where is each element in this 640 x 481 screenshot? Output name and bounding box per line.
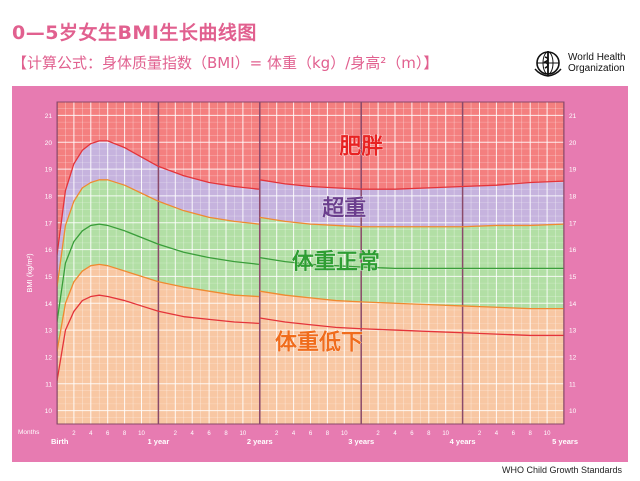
- y-tick-label-right: 19: [569, 167, 577, 174]
- x-tick-label-minor: 10: [138, 431, 145, 437]
- x-tick-label-minor: 8: [326, 431, 330, 437]
- y-tick-label-left: 14: [45, 301, 53, 308]
- curve-upper-seg-1: [259, 179, 564, 190]
- y-tick-label-left: 21: [45, 113, 53, 120]
- y-tick-label-right: 13: [569, 328, 577, 335]
- y-tick-label-right: 11: [569, 381, 576, 388]
- who-logo-text: World Health Organization: [568, 52, 626, 74]
- y-tick-label-right: 15: [569, 274, 577, 281]
- y-tick-label-left: 20: [45, 140, 53, 147]
- y-tick-label-left: 10: [45, 408, 53, 415]
- y-tick-label-left: 15: [45, 274, 53, 281]
- grid: [57, 102, 564, 424]
- y-tick-label-left: 17: [45, 220, 53, 227]
- x-tick-label-minor: 4: [89, 431, 93, 437]
- x-tick-label-major: 4 years: [450, 437, 476, 446]
- curve-lower-seg-1: [259, 317, 564, 337]
- x-tick-label-minor: 4: [495, 431, 499, 437]
- x-tick-label-major: 3 years: [348, 437, 374, 446]
- x-tick-label-minor: 10: [240, 431, 247, 437]
- zone-label: 体重低下: [275, 331, 363, 356]
- curve-middle_upper-seg-1: [259, 216, 564, 228]
- y-tick-label-left: 16: [45, 247, 53, 254]
- y-tick-label-left: 12: [45, 354, 53, 361]
- x-tick-label-minor: 2: [376, 431, 380, 437]
- x-tick-label-minor: 2: [174, 431, 178, 437]
- x-tick-label-major: 1 year: [148, 437, 170, 446]
- zone-label: 体重正常: [292, 249, 380, 275]
- who-logo: World Health Organization: [532, 48, 636, 78]
- x-tick-label-minor: 4: [292, 431, 296, 437]
- x-tick-label-major: 5 years: [552, 437, 578, 446]
- source-credit: WHO Child Growth Standards: [501, 465, 622, 475]
- zone-label: 肥胖: [339, 134, 383, 160]
- plot-area: [57, 102, 564, 424]
- x-tick-label-minor: 10: [341, 431, 348, 437]
- x-tick-label-major: Birth: [51, 437, 69, 446]
- y-axis-title: BMI (kg/m²): [25, 253, 34, 293]
- x-tick-label-minor: 4: [191, 431, 195, 437]
- curve-middle_lower-seg-0: [57, 263, 259, 352]
- x-tick-label-minor: 8: [123, 431, 127, 437]
- y-tick-label-right: 16: [569, 247, 577, 254]
- x-tick-label-minor: 8: [224, 431, 228, 437]
- x-tick-label-minor: 6: [512, 431, 516, 437]
- x-axis-title: Months: [18, 429, 40, 436]
- curve-median-seg-0: [57, 223, 260, 323]
- page-title: 0—5岁女生BMI生长曲线图: [12, 22, 257, 44]
- y-tick-label-right: 10: [569, 408, 577, 415]
- zone-label: 超重: [322, 196, 366, 221]
- y-tick-label-right: 17: [569, 220, 577, 227]
- x-tick-label-minor: 6: [309, 431, 313, 437]
- curve-median-seg-1: [259, 256, 564, 270]
- x-tick-label-minor: 2: [478, 431, 482, 437]
- x-tick-label-minor: 10: [544, 431, 551, 437]
- y-tick-label-left: 11: [45, 381, 52, 388]
- x-tick-label-minor: 8: [529, 431, 533, 437]
- x-tick-label-minor: 2: [275, 431, 279, 437]
- curve-lower-seg-0: [57, 294, 259, 382]
- x-tick-label-minor: 8: [427, 431, 431, 437]
- curve-middle_lower-seg-1: [259, 290, 564, 310]
- y-tick-label-left: 18: [45, 193, 53, 200]
- x-tick-label-minor: 10: [442, 431, 449, 437]
- curve-middle_upper-seg-0: [57, 179, 260, 288]
- plot-border: [56, 101, 565, 425]
- y-tick-label-right: 14: [569, 301, 577, 308]
- x-tick-label-minor: 2: [72, 431, 76, 437]
- x-tick-label-major: 2 years: [247, 437, 273, 446]
- y-tick-label-right: 20: [569, 140, 577, 147]
- formula-subtitle: 【计算公式：身体质量指数（BMI）= 体重（kg）/身高²（m）】: [12, 54, 439, 72]
- x-tick-label-minor: 4: [393, 431, 397, 437]
- x-tick-label-minor: 6: [410, 431, 414, 437]
- y-tick-label-left: 13: [45, 328, 53, 335]
- y-tick-label-right: 12: [569, 354, 577, 361]
- y-tick-label-right: 21: [569, 113, 577, 120]
- x-tick-label-minor: 6: [106, 431, 110, 437]
- y-tick-label-right: 18: [569, 193, 577, 200]
- y-tick-label-left: 19: [45, 167, 53, 174]
- curve-upper-seg-0: [57, 140, 260, 256]
- who-emblem-icon: [534, 51, 562, 77]
- x-tick-label-minor: 6: [207, 431, 211, 437]
